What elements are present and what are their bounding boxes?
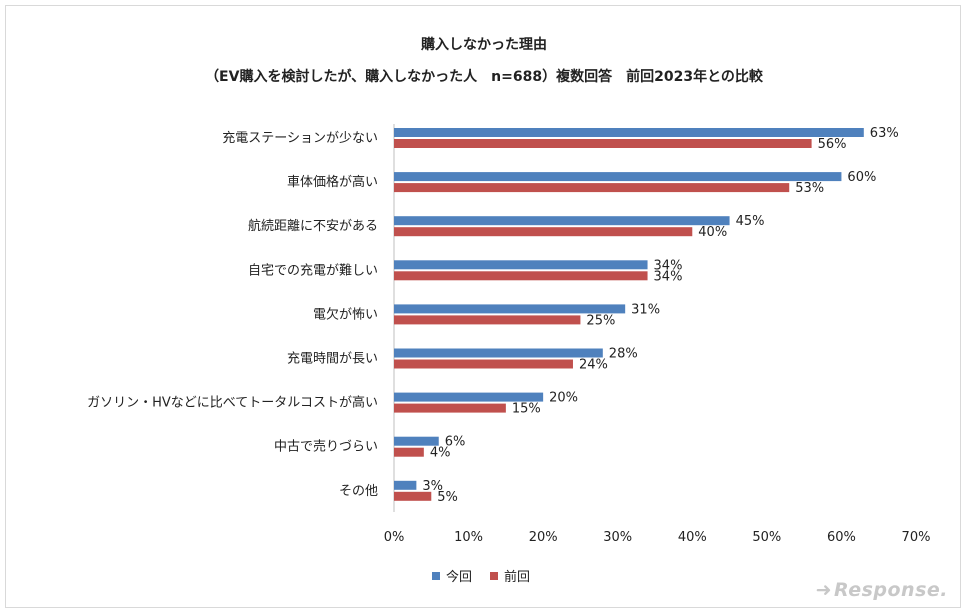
value-label-previous: 34%	[654, 269, 683, 284]
x-tick-label: 10%	[454, 530, 483, 545]
category-label: 車体価格が高い	[287, 174, 378, 190]
x-tick-label: 30%	[603, 530, 632, 545]
category-label: 電欠が怖い	[313, 306, 378, 322]
category-label: 充電ステーションが少ない	[222, 130, 378, 146]
bar-current	[394, 128, 864, 137]
bar-previous	[394, 139, 812, 148]
bar-current	[394, 304, 626, 314]
value-label-current: 3%	[422, 479, 443, 494]
value-label-current: 28%	[609, 347, 638, 362]
value-label-previous: 24%	[579, 358, 608, 373]
category-label: その他	[339, 484, 378, 499]
bar-previous	[394, 315, 581, 325]
bar-previous	[394, 359, 573, 369]
value-label-current: 34%	[654, 258, 683, 273]
bar-previous	[394, 491, 432, 501]
bar-current	[394, 260, 648, 270]
chart-frame	[5, 5, 961, 608]
chart-title: 購入しなかった理由	[421, 37, 547, 53]
x-tick-label: 0%	[384, 530, 405, 545]
value-label-current: 31%	[631, 302, 660, 317]
value-label-previous: 5%	[437, 490, 458, 505]
legend-item-previous: 前回	[490, 566, 530, 585]
legend-label-previous: 前回	[504, 570, 531, 585]
chart-subtitle: （EV購入を検討したが、購入しなかった人 n=688）複数回答 前回2023年と…	[205, 69, 763, 85]
legend-label-current: 今回	[446, 570, 473, 585]
bar-current	[394, 348, 603, 358]
response-watermark: ➜ Response.	[816, 579, 948, 601]
value-label-current: 6%	[445, 435, 466, 450]
bar-previous	[394, 183, 790, 193]
bar-current	[394, 172, 842, 182]
legend-item-current: 今回	[432, 566, 472, 585]
value-label-previous: 15%	[512, 402, 541, 417]
category-label: 航続距離に不安がある	[248, 218, 378, 234]
value-label-previous: 25%	[586, 313, 615, 328]
legend-swatch-current	[432, 571, 440, 580]
bar-previous	[394, 403, 506, 413]
bar-current	[394, 480, 417, 490]
bar-current	[394, 392, 544, 402]
category-label: 自宅での充電が難しい	[248, 262, 378, 278]
value-label-previous: 4%	[430, 446, 451, 461]
value-label-current: 20%	[549, 391, 578, 406]
value-label-current: 60%	[847, 170, 876, 185]
value-label-previous: 40%	[698, 225, 727, 240]
bar-current	[394, 216, 730, 226]
legend: 今回 前回	[432, 566, 530, 585]
value-label-previous: 56%	[818, 137, 847, 152]
x-tick-label: 50%	[752, 530, 781, 545]
bar-previous	[394, 271, 648, 281]
arrow-icon: ➜	[815, 579, 833, 601]
value-label-current: 45%	[736, 214, 765, 229]
x-tick-label: 20%	[529, 530, 558, 545]
watermark-text: Response.	[834, 579, 948, 601]
legend-swatch-previous	[490, 571, 499, 580]
category-label: ガソリン・HVなどに比べてトータルコストが高い	[87, 395, 378, 411]
x-tick-label: 60%	[827, 530, 856, 545]
x-tick-label: 40%	[678, 530, 707, 545]
bar-previous	[394, 227, 693, 237]
bar-current	[394, 436, 439, 446]
value-label-current: 63%	[870, 126, 899, 141]
category-label: 中古で売りづらい	[274, 439, 378, 455]
value-label-previous: 53%	[795, 181, 824, 196]
x-tick-label: 70%	[902, 530, 931, 545]
category-label: 充電時間が長い	[287, 351, 378, 367]
bar-previous	[394, 447, 424, 457]
